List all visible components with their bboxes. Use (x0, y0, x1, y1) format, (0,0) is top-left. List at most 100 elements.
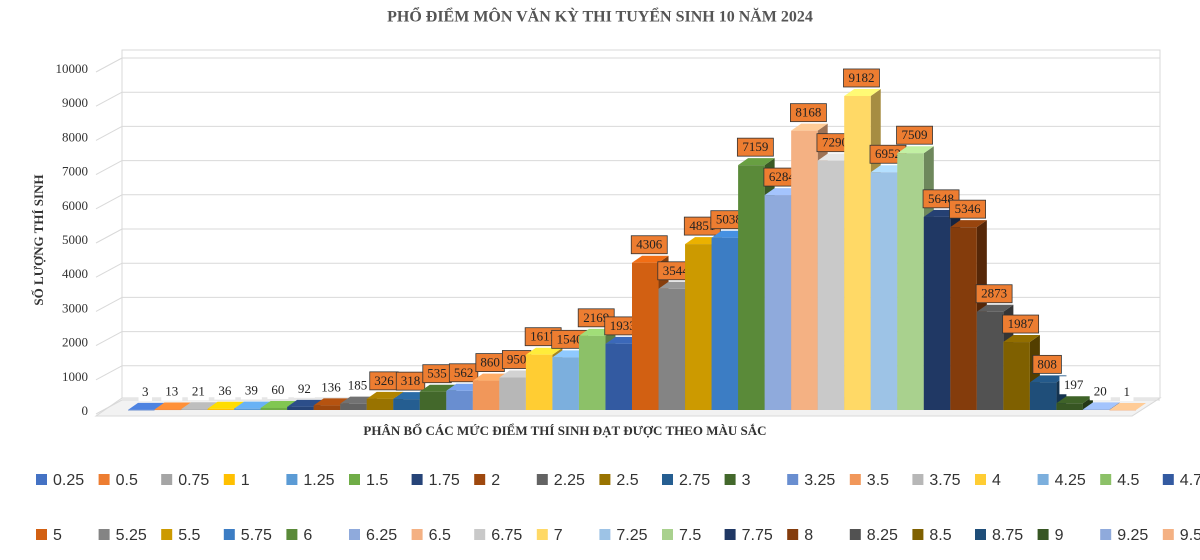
legend-swatch (599, 529, 611, 540)
bar (525, 354, 553, 410)
legend-label: 8.5 (929, 527, 951, 544)
value-label-box (240, 381, 262, 400)
legend-label: 5 (53, 527, 62, 544)
value-label: 197 (1064, 377, 1084, 392)
legend-swatch (1100, 474, 1112, 485)
value-label: 5648 (928, 191, 954, 206)
value-label: 562 (454, 365, 474, 380)
bar-top (234, 401, 271, 409)
value-label: 2169 (583, 310, 609, 325)
value-label-box (736, 137, 774, 157)
value-label: 9182 (848, 70, 874, 85)
legend-label: 2.5 (616, 472, 638, 489)
legend-swatch (599, 474, 611, 485)
value-label-box (1089, 382, 1111, 401)
bar-side (1109, 402, 1120, 410)
value-label: 92 (298, 381, 311, 396)
value-label: 7159 (742, 139, 768, 154)
legend-swatch (1162, 529, 1174, 540)
value-label-box (1032, 354, 1062, 374)
value-label: 185 (348, 378, 368, 393)
bar (472, 380, 500, 410)
legend-swatch (36, 474, 47, 485)
legend-swatch (787, 474, 799, 485)
legend-swatch (724, 474, 736, 485)
bar-top (1109, 402, 1146, 410)
value-label-box (630, 235, 668, 255)
value-label-box (1119, 382, 1134, 401)
chart-title: PHỔ ĐIỂM MÔN VĂN KỲ THI TUYỂN SINH 10 NĂ… (387, 6, 813, 26)
value-label-box (975, 284, 1013, 304)
legend-label: 9.5 (1180, 527, 1200, 544)
legend-label: 3.5 (867, 472, 889, 489)
value-label: 860 (480, 355, 500, 370)
bar (1056, 403, 1083, 410)
value-label-box (267, 380, 289, 399)
legend-swatch (849, 474, 861, 485)
value-label: 6284 (769, 169, 796, 184)
legend-swatch (912, 474, 924, 485)
legend-label: 5.25 (116, 527, 147, 544)
y-tick-label: 2000 (62, 335, 88, 350)
bar (632, 262, 659, 410)
legend-label: 8.25 (867, 527, 898, 544)
value-label-box (949, 199, 986, 219)
legend-swatch (975, 529, 986, 540)
bar-top (128, 402, 165, 410)
bar (897, 153, 924, 410)
value-label: 2873 (981, 286, 1007, 301)
legend-label: 3 (742, 472, 751, 489)
bar (1029, 382, 1057, 410)
bar-top (632, 255, 669, 263)
bar (234, 408, 261, 410)
bar-top (791, 123, 828, 131)
value-label: 3 (142, 384, 149, 399)
bar (685, 244, 712, 410)
y-tick-label: 3000 (62, 300, 88, 315)
legend-label: 8 (804, 527, 813, 544)
bar (764, 195, 792, 410)
legend-swatch (161, 474, 173, 485)
grid-line (95, 194, 123, 210)
bar-top (738, 158, 775, 166)
grid-line (95, 91, 123, 107)
legend-label: 9.25 (1117, 527, 1148, 544)
legend-label: 2.25 (554, 472, 585, 489)
value-label: 5346 (955, 201, 982, 216)
value-label: 1617 (530, 329, 557, 344)
value-label: 4851 (689, 218, 715, 233)
legend-label: 0.75 (178, 472, 209, 489)
legend-label: 6.75 (491, 527, 522, 544)
y-tick-label: 4000 (62, 266, 88, 281)
legend-label: 7.25 (616, 527, 647, 544)
legend-label: 0.5 (116, 472, 138, 489)
legend-label: 5.75 (241, 527, 272, 544)
bar (738, 165, 765, 410)
bar (260, 407, 288, 410)
value-label: 7290 (822, 135, 848, 150)
legend-swatch (662, 529, 673, 540)
value-label: 8168 (795, 105, 821, 120)
bar-top (1029, 375, 1067, 383)
y-tick-label: 0 (82, 403, 89, 418)
value-label-box (161, 382, 183, 401)
bar (1003, 342, 1030, 410)
legend-label: 1.75 (429, 472, 460, 489)
bar (366, 398, 394, 410)
legend-swatch (36, 529, 47, 540)
legend-swatch (411, 529, 423, 540)
grid-line (95, 296, 123, 312)
legend-swatch (349, 529, 360, 540)
value-label: 1 (1123, 384, 1130, 399)
legend-label: 8.75 (992, 527, 1023, 544)
value-label: 20 (1094, 383, 1107, 398)
bar-top (154, 402, 192, 410)
grid-line (95, 365, 123, 381)
legend-label: 1.5 (366, 472, 388, 489)
bar-side (1136, 402, 1146, 410)
value-label: 4306 (636, 237, 663, 252)
legend-swatch (98, 474, 110, 485)
legend-swatch (474, 474, 486, 485)
legend-swatch (1037, 474, 1049, 485)
